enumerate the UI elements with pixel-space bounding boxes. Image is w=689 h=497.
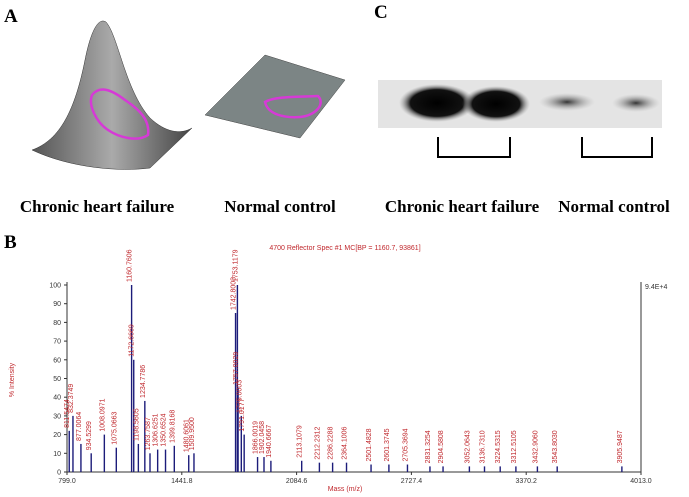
x-tick-label: 1441.8 [171,478,193,485]
peak-label: 3905.9487 [617,430,624,463]
chart-title: 4700 Reflector Spec #1 MC[BP = 1160.7, 9… [269,245,420,252]
peak-label: 1350.6524 [161,413,168,446]
x-tick-label: 4013.0 [630,478,652,485]
y-tick-label: 40 [53,395,61,402]
peak-label: 1160.7606 [127,249,134,282]
y-tick-label: 100 [49,283,61,290]
peak-label: 1775.0003 [236,380,243,413]
spot-outline [89,88,150,140]
peak-label: 1480.6061 [184,419,191,452]
protein-spot-3d [204,54,346,139]
peak-label: 3052.0643 [464,430,471,463]
protein-spot-3d [31,20,193,170]
y-tick-label: 10 [53,451,61,458]
peak-label: 1263.7587 [145,417,152,450]
peak-label: 2364.1006 [342,426,349,459]
spot-outline [263,94,322,119]
peak-label: 3224.5315 [495,430,502,463]
y-axis-label: % Intensity [9,362,16,397]
caption: Chronic heart failure [20,197,175,216]
peak-label: 2831.3254 [425,430,432,463]
caption: Normal control [558,197,670,216]
peak-label: 3543.8030 [552,430,559,463]
panel-label: A [4,6,18,27]
peak-label: 2212.2312 [314,426,321,459]
peak-label: 1234.7786 [140,365,147,398]
peak-label: 1509.9500 [189,417,196,450]
peak-label: 1198.5605 [133,408,140,441]
peak-label: 934.5299 [86,421,93,450]
peak-label: 2501.4828 [366,428,373,461]
peak-label: 1866.0019 [253,421,260,454]
peak-label: 2705.3694 [402,428,409,461]
bracket [437,137,653,158]
peak-label: 811.5474 [64,399,71,428]
plot: 0 10 20 30 40 50 60 70 80 90 100 799.0 1441.8 2084.6 2… [49,249,651,485]
peak-label: 3432.9060 [532,430,539,463]
peak-label: 1306.6251 [153,413,160,446]
peak-label: 3136.7310 [480,430,487,463]
peak-label: 1399.8168 [169,410,176,443]
y-tick-label: 30 [53,413,61,420]
peak-label: 2286.2288 [328,426,335,459]
peak-label: 1757.0029 [233,352,240,385]
x-tick-label: 3370.2 [515,478,537,485]
x-tick-label: 799.0 [58,478,76,485]
peak-label: 1753.1179 [232,249,239,282]
right-label: 9.4E+4 [645,284,667,291]
peak-label: 1791.0177 [239,398,246,431]
band [462,86,530,122]
y-tick-label: 90 [53,301,61,308]
peak-label: 1742.8003 [231,277,238,310]
peak-label: 2113.1079 [297,425,304,458]
peak-label: 1172.6669 [129,324,136,357]
peak-label: 2904.5808 [438,430,445,463]
band [539,93,595,111]
panel-label: B [4,232,17,253]
x-axis-label: Mass (m/z) [328,486,363,493]
caption: Normal control [224,197,336,216]
peak-label: 1940.6667 [266,425,273,458]
peak-label: 2601.3745 [384,428,391,461]
y-tick-label: 50 [53,376,61,383]
x-tick-label: 2727.4 [401,478,423,485]
peak-label: 1902.0458 [259,421,266,454]
y-tick-label: 70 [53,339,61,346]
band [399,84,475,122]
peak-label: 832.3749 [68,384,75,413]
y-tick-label: 60 [53,357,61,364]
peak-label: 3312.5105 [511,430,518,463]
y-tick-label: 0 [57,470,61,477]
x-tick-label: 2084.6 [286,478,308,485]
caption: Chronic heart failure [385,197,540,216]
peak-label: 1008.0971 [99,398,106,431]
peak-label: 877.0064 [76,412,83,441]
band [612,94,660,112]
peak-label: 1075.0663 [111,411,118,444]
y-tick-label: 80 [53,320,61,327]
y-tick-label: 20 [53,432,61,439]
panel-label: C [374,2,388,23]
